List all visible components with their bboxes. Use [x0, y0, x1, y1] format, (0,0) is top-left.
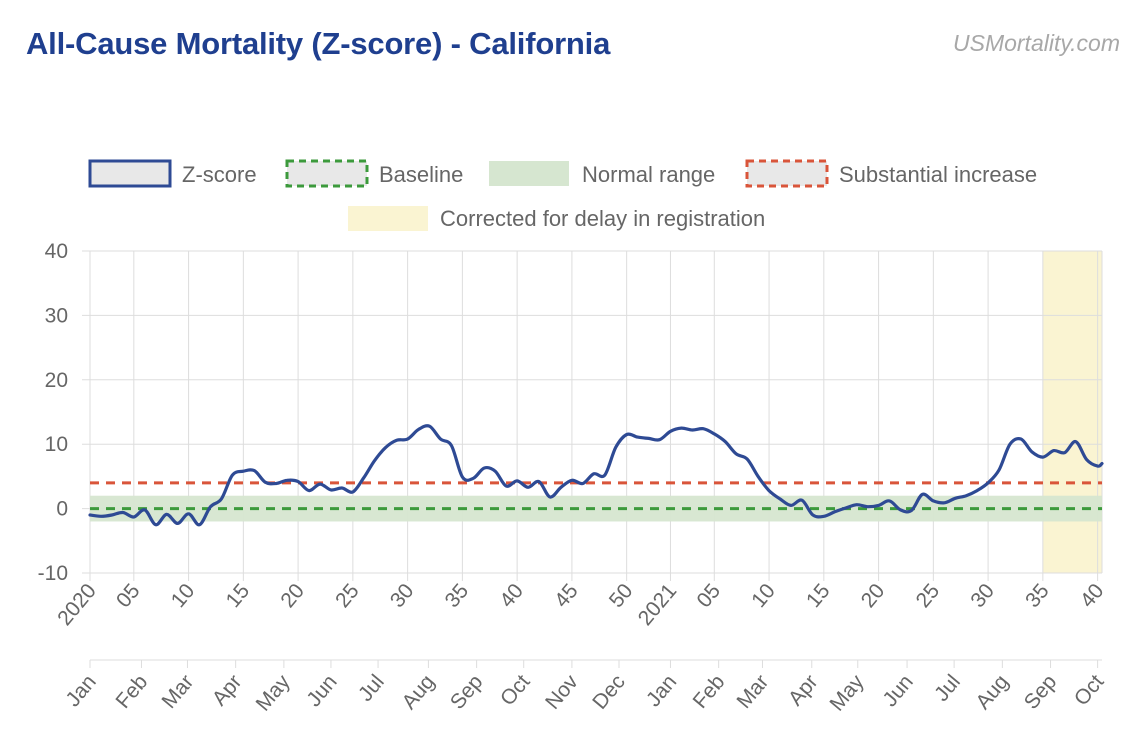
plot-area: -10 0 10 20 30 40 2020 05 10 15 20 25 30 35 40 45 502021…	[38, 240, 1109, 716]
corrected-delay-band	[1042, 251, 1102, 573]
legend-item-zscore[interactable]: Z-score	[88, 159, 257, 188]
x-tick-label-month: Jul	[354, 670, 389, 705]
x-tick-label-week: 20	[276, 579, 309, 612]
x-tick-label-month: Dec	[588, 670, 630, 713]
legend-swatch-corrected	[348, 206, 428, 231]
x-tick-label-month: Jun	[302, 670, 341, 711]
x-tick-label-week: 05	[692, 579, 725, 612]
x-tick-label-month: May	[825, 670, 868, 716]
x-tick-label-month: May	[252, 670, 295, 716]
legend-label-substantial-increase: Substantial increase	[839, 162, 1037, 187]
watermark: USMortality.com	[953, 30, 1120, 56]
legend-item-substantial-increase[interactable]: Substantial increase	[745, 159, 1037, 188]
x-tick-label-week: 50	[605, 579, 638, 612]
y-tick-label: 0	[56, 498, 68, 521]
x-tick-label-week: 35	[441, 579, 474, 612]
x-tick-label-week: 10	[167, 579, 200, 612]
x-tick-label-month: Feb	[111, 670, 152, 713]
x-tick-label-week: 35	[1021, 579, 1054, 612]
y-tick-label: 20	[45, 369, 68, 392]
legend-label-baseline: Baseline	[379, 162, 463, 187]
x-tick-label-month: Mar	[157, 670, 198, 712]
legend-item-corrected[interactable]: Corrected for delay in registration	[348, 206, 765, 231]
x-tick-label-week: 15	[802, 579, 835, 612]
legend-label-zscore: Z-score	[182, 162, 257, 187]
x-tick-label-month: Sep	[446, 670, 488, 713]
x-tick-label-month: Jan	[642, 670, 681, 711]
legend-item-baseline[interactable]: Baseline	[285, 159, 463, 188]
x-tick-label-week: 30	[966, 579, 999, 612]
x-tick-label-week: 2021	[634, 579, 682, 630]
x-tick-label-week: 2020	[53, 579, 101, 630]
zscore-series-line	[88, 424, 1104, 527]
x-tick-label-month: Apr	[208, 670, 247, 710]
x-tick-label-month: Jan	[61, 670, 100, 711]
legend-label-corrected: Corrected for delay in registration	[440, 206, 765, 231]
x-tick-label-month: Nov	[541, 670, 583, 714]
x-tick-label-week: 40	[1076, 579, 1109, 612]
x-tick-label-month: Mar	[732, 670, 773, 712]
x-tick-label-month: Apr	[784, 670, 823, 710]
x-tick-label-week: 45	[550, 579, 583, 612]
legend-swatch-substantial-increase	[745, 159, 829, 188]
x-tick-label-month: Oct	[1070, 670, 1109, 710]
x-tick-label-month: Jul	[930, 670, 965, 705]
y-tick-label: -10	[38, 562, 68, 585]
legend-swatch-baseline	[285, 159, 369, 188]
x-tick-label-month: Aug	[398, 670, 440, 713]
x-tick-label-week: 05	[112, 579, 145, 612]
x-tick-label-month: Oct	[496, 670, 535, 710]
legend-label-normal-range: Normal range	[582, 162, 715, 187]
x-tick-label-month: Sep	[1020, 670, 1062, 713]
x-tick-label-week: 25	[331, 579, 364, 612]
x-tick-label-week: 40	[495, 579, 528, 612]
y-tick-label: 30	[45, 304, 68, 327]
x-tick-label-month: Aug	[972, 670, 1014, 713]
legend-item-normal-range[interactable]: Normal range	[489, 161, 715, 187]
page-title: All-Cause Mortality (Z-score) - Californ…	[26, 26, 611, 61]
y-tick-label: 10	[45, 433, 68, 456]
x-tick-label-week: 10	[747, 579, 780, 612]
x-tick-label-week: 30	[386, 579, 419, 612]
x-tick-label-month: Feb	[689, 670, 730, 713]
legend-swatch-zscore	[88, 159, 172, 188]
x-tick-label-week: 15	[222, 579, 255, 612]
x-tick-label-week: 25	[912, 579, 945, 612]
x-tick-label-month: Jun	[878, 670, 917, 711]
y-tick-label: 40	[45, 240, 68, 263]
legend: Z-score Baseline Normal range Substantia…	[88, 159, 1037, 231]
legend-swatch-normal-range	[489, 161, 569, 186]
x-tick-label-week: 20	[857, 579, 890, 612]
